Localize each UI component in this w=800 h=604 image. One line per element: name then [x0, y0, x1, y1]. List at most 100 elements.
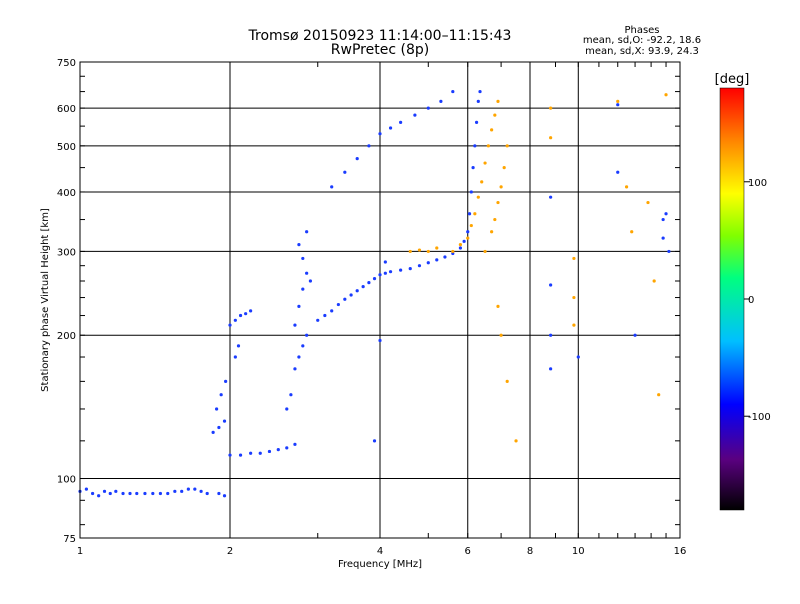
- data-point: [330, 185, 334, 189]
- data-point: [388, 270, 393, 274]
- data-point: [413, 113, 417, 117]
- data-point: [572, 295, 576, 300]
- data-point: [211, 430, 215, 434]
- data-point: [285, 446, 289, 450]
- y-tick-label: 75: [63, 534, 76, 545]
- data-point: [180, 489, 184, 493]
- data-point: [426, 106, 430, 110]
- data-point: [222, 494, 227, 498]
- data-point: [664, 212, 668, 216]
- colorbar-tick-label: 0: [748, 295, 754, 306]
- data-point: [549, 333, 553, 337]
- data-point: [97, 494, 101, 498]
- data-point: [576, 355, 580, 359]
- data-point: [490, 230, 494, 234]
- data-point: [486, 144, 490, 148]
- data-point: [372, 277, 377, 281]
- data-point: [549, 136, 553, 140]
- data-point: [378, 132, 382, 136]
- data-point: [476, 99, 480, 103]
- data-point: [471, 166, 475, 170]
- data-point: [217, 491, 221, 496]
- data-point: [408, 249, 412, 254]
- data-point: [616, 99, 620, 103]
- y-tick-label: 300: [57, 247, 76, 258]
- data-point: [330, 309, 334, 313]
- y-tick-label: 600: [57, 104, 76, 115]
- data-point: [469, 190, 473, 194]
- data-point: [478, 89, 482, 94]
- colorbar: [719, 87, 745, 511]
- data-point: [466, 236, 470, 240]
- data-point: [502, 166, 506, 170]
- data-point: [305, 333, 309, 337]
- data-point: [323, 313, 327, 318]
- data-point: [505, 144, 509, 148]
- data-point: [372, 439, 377, 443]
- data-point: [443, 255, 447, 259]
- data-point: [293, 367, 297, 371]
- phases-x-line: mean, sd,X: 93.9, 24.3: [585, 46, 699, 57]
- grid-lines: [80, 62, 680, 538]
- data-point: [219, 393, 223, 397]
- data-point: [624, 185, 629, 189]
- data-point: [383, 271, 387, 275]
- data-point: [135, 491, 139, 496]
- y-tick-label: 750: [57, 58, 76, 69]
- data-point: [297, 355, 301, 359]
- data-point: [343, 297, 347, 301]
- data-point: [305, 271, 309, 275]
- data-point: [399, 268, 403, 272]
- data-point: [355, 289, 359, 293]
- data-point: [215, 407, 219, 411]
- data-point: [217, 425, 221, 430]
- data-point: [549, 283, 553, 287]
- data-point: [367, 144, 371, 148]
- data-point: [285, 407, 289, 411]
- data-point: [493, 217, 497, 222]
- data-point: [249, 451, 253, 455]
- data-point: [244, 312, 248, 316]
- data-point: [499, 333, 503, 337]
- data-point: [224, 379, 228, 383]
- x-tick-label: 4: [377, 546, 383, 557]
- x-tick-label: 10: [572, 546, 585, 557]
- data-point: [205, 491, 209, 496]
- data-point: [458, 243, 463, 247]
- phases-o-line: mean, sd,O: -92.2, 18.6: [583, 35, 701, 46]
- data-point: [483, 161, 487, 165]
- data-point: [473, 212, 477, 216]
- data-point: [473, 144, 477, 148]
- data-point: [646, 200, 650, 205]
- y-tick-label: 100: [57, 475, 76, 486]
- data-point: [173, 489, 177, 493]
- x-tick-label: 6: [465, 546, 471, 557]
- phases-heading: Phases: [624, 25, 659, 36]
- data-point: [228, 453, 232, 457]
- data-point: [308, 279, 313, 283]
- data-point: [361, 285, 365, 289]
- data-point: [435, 258, 439, 262]
- data-point: [496, 99, 500, 103]
- data-point: [378, 338, 382, 343]
- data-point: [462, 239, 466, 243]
- x-tick-label: 2: [227, 546, 233, 557]
- x-axis-label: Frequency [MHz]: [338, 559, 422, 570]
- data-point: [417, 264, 422, 268]
- colorbar-ticks: 100 0 -100: [744, 178, 771, 423]
- data-point: [91, 491, 95, 496]
- data-point: [301, 344, 305, 348]
- data-point: [186, 487, 190, 491]
- data-point: [549, 106, 553, 110]
- y-axis-label: Stationary phase Virtual Height [km]: [40, 208, 51, 392]
- data-point: [458, 246, 463, 250]
- data-point: [480, 180, 484, 184]
- data-point: [267, 449, 272, 454]
- y-tick-label: 400: [57, 188, 76, 199]
- data-point: [297, 243, 301, 247]
- data-point: [383, 260, 387, 264]
- data-point: [549, 195, 553, 199]
- data-point: [258, 451, 262, 455]
- x-tick-label: 8: [527, 546, 533, 557]
